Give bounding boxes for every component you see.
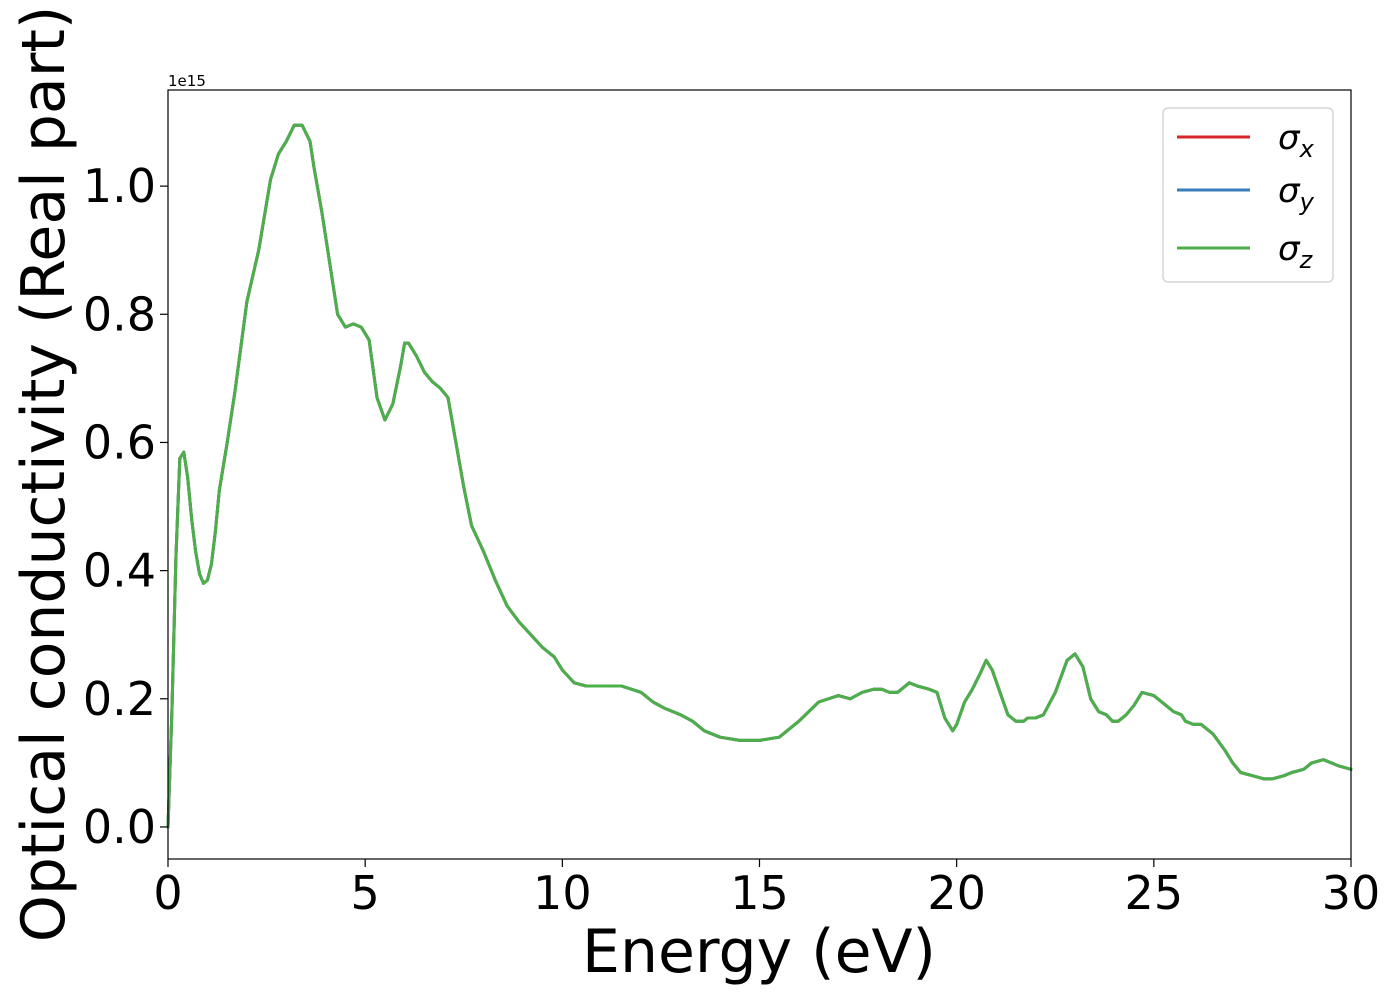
legend-subscript: y <box>1299 188 1315 216</box>
legend-symbol: σ <box>1278 118 1301 158</box>
x-tick-label: 20 <box>927 866 986 920</box>
y-tick-label: 0.4 <box>83 544 156 598</box>
legend-symbol: σ <box>1278 171 1301 211</box>
y-tick-label: 0.0 <box>83 800 156 854</box>
legend-label-1: σx <box>1278 118 1315 163</box>
legend-box <box>1162 107 1334 283</box>
x-tick-label: 15 <box>730 866 789 920</box>
y-tick-label: 0.2 <box>83 672 156 726</box>
y-tick-label: 1.0 <box>83 159 156 213</box>
y-tick-label: 0.6 <box>83 415 156 469</box>
series-line-3 <box>166 123 1353 829</box>
y-axis-label: Optical conductivity (Real part) <box>9 6 79 943</box>
x-tick-label: 25 <box>1125 866 1184 920</box>
legend-subscript: x <box>1299 135 1315 163</box>
y-offset-label: 1e15 <box>168 72 206 90</box>
x-tick-label: 30 <box>1322 866 1381 920</box>
legend-label-3: σz <box>1278 229 1314 274</box>
y-tick-label: 0.8 <box>83 287 156 341</box>
x-tick-label: 0 <box>153 866 182 920</box>
legend-subscript: z <box>1299 246 1314 274</box>
legend-label-2: σy <box>1278 171 1315 216</box>
x-axis-label: Energy (eV) <box>582 917 936 987</box>
x-tick-label: 10 <box>533 866 592 920</box>
x-tick-label: 5 <box>351 866 380 920</box>
legend-symbol: σ <box>1278 229 1301 269</box>
